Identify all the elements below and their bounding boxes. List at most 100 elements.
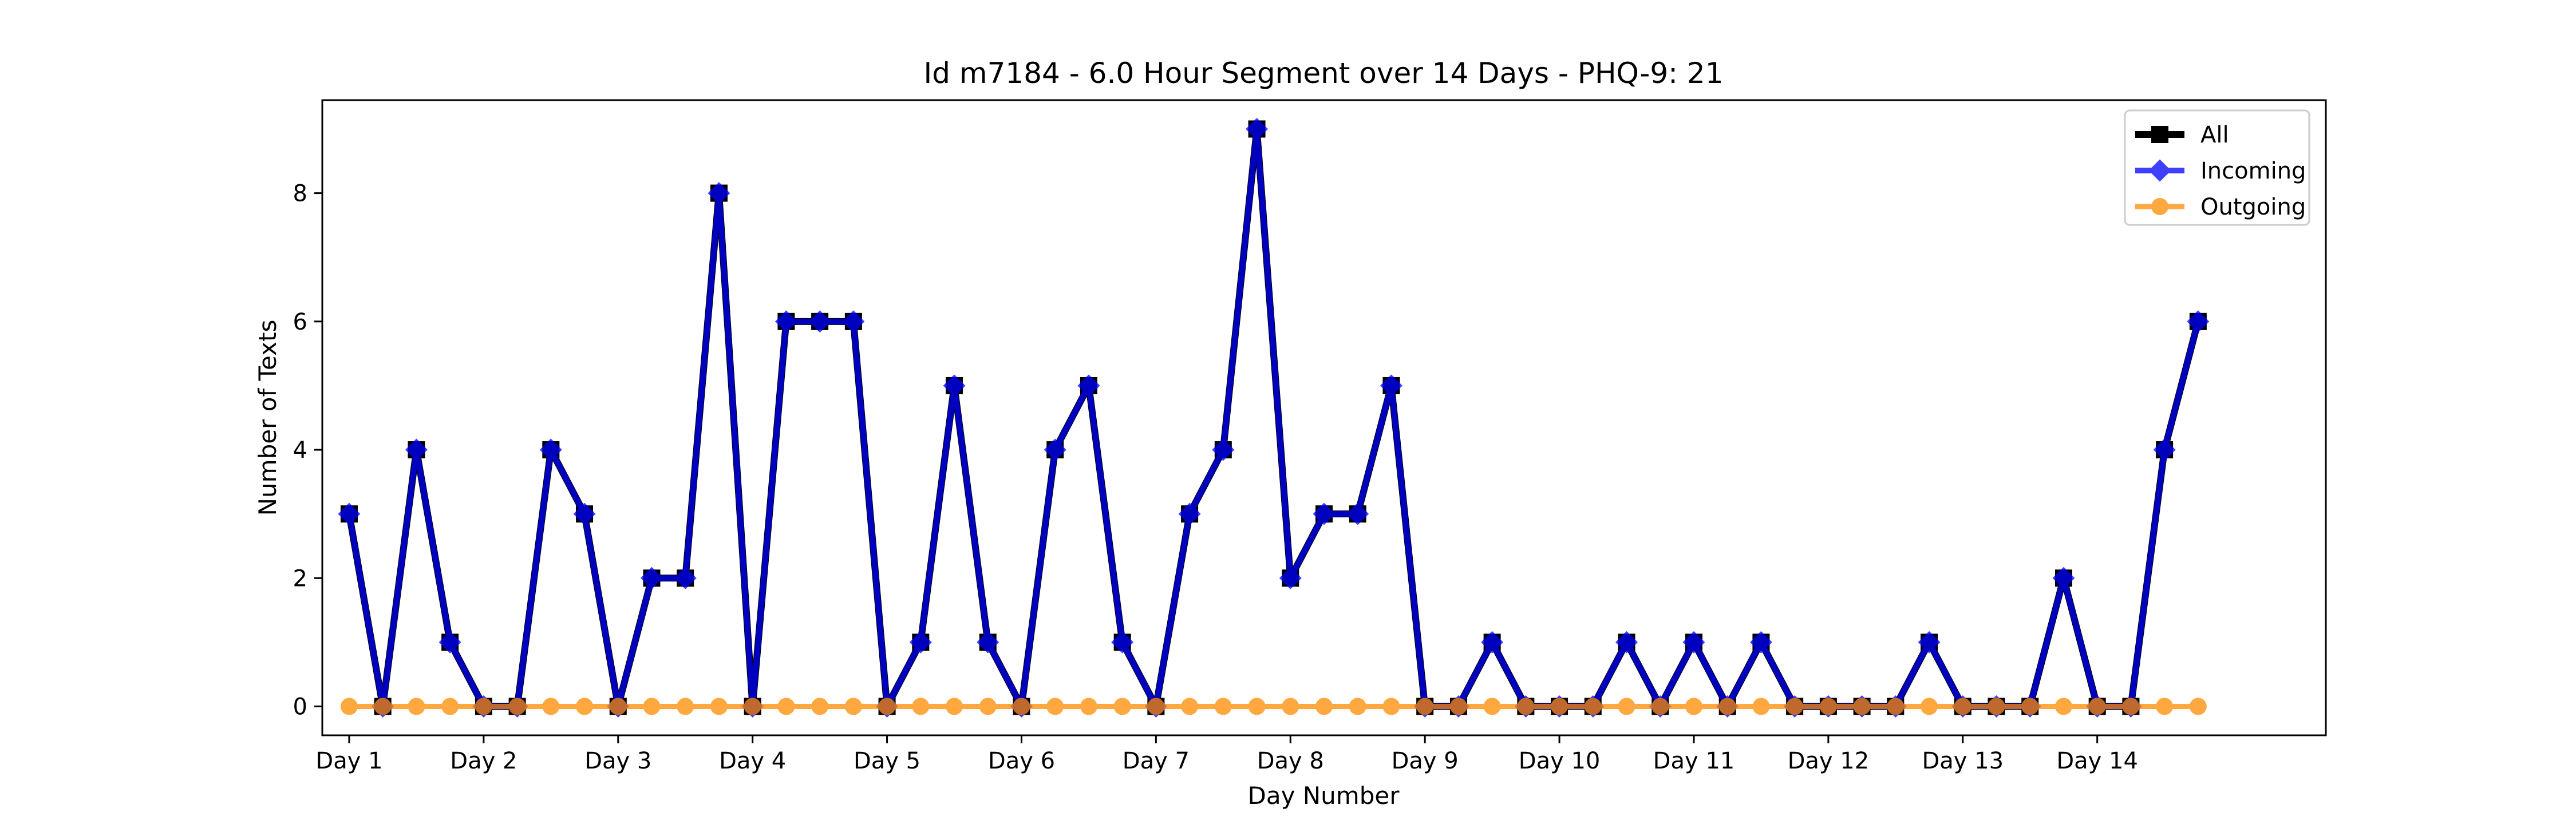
x-axis-title: Day Number — [1247, 782, 1400, 810]
data-point-outgoing — [1954, 698, 1971, 715]
data-point-outgoing — [1181, 698, 1199, 715]
data-point-outgoing — [1887, 698, 1905, 715]
x-tick-label: Day 1 — [315, 748, 382, 774]
data-point-incoming — [1246, 117, 1269, 140]
data-point-incoming — [808, 310, 831, 333]
data-point-incoming — [1178, 502, 1201, 525]
data-point-outgoing — [1921, 698, 1938, 715]
data-point-outgoing — [710, 698, 728, 715]
data-point-incoming — [1212, 438, 1235, 461]
data-point-outgoing — [1652, 698, 1669, 715]
data-point-incoming — [2187, 310, 2210, 333]
legend-label: All — [2200, 122, 2229, 148]
data-point-outgoing — [1214, 698, 1232, 715]
data-point-outgoing — [1416, 698, 1434, 715]
data-point-outgoing — [2021, 698, 2039, 715]
chart-title: Id m7184 - 6.0 Hour Segment over 14 Days… — [923, 57, 1723, 90]
data-point-incoming — [842, 310, 865, 333]
x-tick-label: Day 2 — [450, 748, 517, 774]
data-point-outgoing — [340, 698, 358, 715]
data-point-incoming — [539, 438, 562, 461]
data-point-outgoing — [1551, 698, 1568, 715]
y-tick-label: 8 — [293, 181, 307, 207]
data-point-incoming — [338, 502, 361, 525]
x-tick-label: Day 9 — [1392, 748, 1459, 774]
data-point-incoming — [1313, 502, 1336, 525]
legend-swatch-marker — [2148, 159, 2171, 182]
y-tick-label: 2 — [293, 565, 307, 592]
data-point-outgoing — [1483, 698, 1501, 715]
data-point-outgoing — [1685, 698, 1702, 715]
data-point-outgoing — [979, 698, 997, 715]
y-axis-title: Number of Texts — [254, 320, 282, 516]
data-point-outgoing — [677, 698, 694, 715]
data-point-incoming — [1749, 631, 1772, 653]
data-point-outgoing — [1349, 698, 1366, 715]
data-point-outgoing — [1013, 698, 1030, 715]
data-point-incoming — [1077, 374, 1100, 397]
x-tick-label: Day 11 — [1653, 748, 1735, 774]
data-point-outgoing — [643, 698, 661, 715]
data-point-outgoing — [777, 698, 795, 715]
data-point-outgoing — [912, 698, 930, 715]
legend-item-outgoing — [2135, 198, 2184, 215]
x-tick-label: Day 13 — [1922, 748, 2004, 774]
plot-area — [338, 117, 2210, 718]
data-point-outgoing — [542, 698, 560, 715]
data-point-outgoing — [1618, 698, 1635, 715]
data-point-outgoing — [1517, 698, 1535, 715]
data-point-outgoing — [844, 698, 862, 715]
data-point-incoming — [1682, 631, 1705, 653]
data-point-outgoing — [1853, 698, 1871, 715]
x-tick-label: Day 4 — [719, 748, 786, 774]
y-tick-label: 0 — [293, 694, 307, 720]
data-point-outgoing — [408, 698, 425, 715]
data-point-outgoing — [2189, 698, 2207, 715]
data-point-outgoing — [2088, 698, 2106, 715]
y-axis: 0 2 4 6 8 — [293, 181, 322, 720]
data-point-outgoing — [1584, 698, 1602, 715]
data-point-outgoing — [1786, 698, 1804, 715]
data-point-outgoing — [946, 698, 963, 715]
data-point-incoming — [1615, 631, 1638, 653]
data-point-incoming — [1380, 374, 1402, 397]
data-point-outgoing — [1080, 698, 1097, 715]
data-point-incoming — [943, 374, 966, 397]
data-point-incoming — [573, 502, 596, 525]
data-point-outgoing — [1248, 698, 1266, 715]
data-point-incoming — [1481, 631, 1504, 653]
x-tick-label: Day 3 — [584, 748, 651, 774]
data-point-outgoing — [2156, 698, 2174, 715]
data-point-outgoing — [508, 698, 526, 715]
data-point-outgoing — [1113, 698, 1131, 715]
legend: All Incoming Outgoing — [2124, 109, 2310, 226]
data-point-incoming — [2052, 566, 2075, 589]
data-point-outgoing — [576, 698, 594, 715]
data-point-incoming — [775, 310, 797, 333]
data-point-incoming — [1918, 631, 1941, 653]
data-point-incoming — [405, 438, 428, 461]
data-point-outgoing — [1382, 698, 1400, 715]
plot-frame — [321, 99, 2327, 736]
data-point-outgoing — [475, 698, 492, 715]
x-tick-label: Day 12 — [1788, 748, 1870, 774]
data-point-outgoing — [374, 698, 392, 715]
y-tick-label: 4 — [293, 437, 307, 464]
legend-item-incoming — [2135, 159, 2184, 182]
x-tick-label: Day 5 — [854, 748, 920, 774]
data-point-outgoing — [1752, 698, 1770, 715]
x-tick-label: Day 6 — [988, 748, 1055, 774]
data-point-incoming — [674, 566, 697, 589]
data-point-outgoing — [1718, 698, 1736, 715]
data-point-outgoing — [1147, 698, 1165, 715]
x-axis: Day 1 Day 2 Day 3 Day 4 Day 5 Day 6 Day 7 Day 8… — [315, 735, 2138, 774]
data-point-outgoing — [1819, 698, 1837, 715]
data-point-outgoing — [1988, 698, 2005, 715]
x-tick-label: Day 10 — [1519, 748, 1601, 774]
data-point-outgoing — [2122, 698, 2140, 715]
data-point-outgoing — [609, 698, 627, 715]
data-point-incoming — [1111, 631, 1134, 653]
data-point-incoming — [641, 566, 663, 589]
y-tick-label: 6 — [293, 309, 307, 335]
